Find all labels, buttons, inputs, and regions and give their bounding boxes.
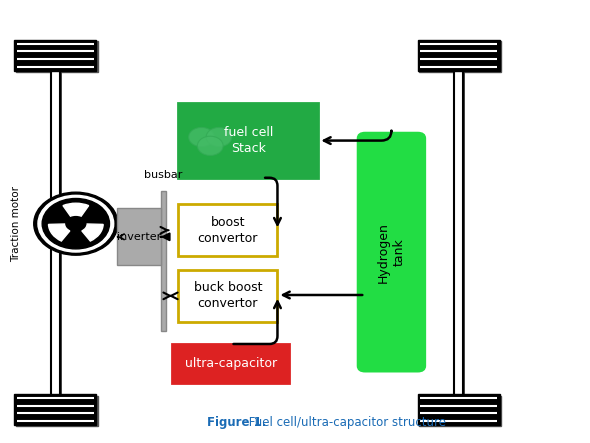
FancyBboxPatch shape — [161, 191, 166, 331]
Circle shape — [198, 136, 223, 155]
Circle shape — [71, 220, 81, 227]
Text: ultra-capacitor: ultra-capacitor — [185, 357, 277, 370]
Text: boost
convertor: boost convertor — [198, 216, 258, 245]
FancyBboxPatch shape — [16, 41, 98, 72]
FancyBboxPatch shape — [178, 270, 277, 322]
FancyBboxPatch shape — [358, 133, 425, 371]
FancyBboxPatch shape — [419, 396, 501, 426]
FancyBboxPatch shape — [178, 204, 277, 256]
Circle shape — [34, 192, 118, 255]
Circle shape — [42, 198, 110, 249]
Text: Hydrogen
tank: Hydrogen tank — [377, 222, 406, 283]
Circle shape — [189, 128, 214, 147]
FancyBboxPatch shape — [178, 103, 319, 178]
FancyBboxPatch shape — [419, 41, 501, 72]
Text: fuel cell
Stack: fuel cell Stack — [224, 126, 273, 155]
FancyBboxPatch shape — [418, 40, 500, 70]
FancyBboxPatch shape — [15, 394, 96, 425]
Text: buck boost
convertor: buck boost convertor — [194, 281, 262, 311]
Circle shape — [38, 195, 114, 252]
FancyBboxPatch shape — [117, 208, 160, 265]
FancyBboxPatch shape — [418, 394, 500, 425]
FancyBboxPatch shape — [172, 344, 289, 383]
Text: Fuel cell/ultra-capacitor structure: Fuel cell/ultra-capacitor structure — [245, 416, 446, 429]
Circle shape — [206, 128, 232, 147]
Wedge shape — [48, 224, 70, 241]
FancyBboxPatch shape — [16, 396, 98, 426]
FancyBboxPatch shape — [15, 40, 96, 70]
Wedge shape — [63, 203, 88, 216]
Wedge shape — [82, 224, 103, 241]
Text: Traction motor: Traction motor — [11, 186, 21, 262]
Text: Figure 1.: Figure 1. — [207, 416, 267, 429]
Text: busbar: busbar — [145, 170, 183, 180]
Text: inverter: inverter — [117, 232, 161, 242]
